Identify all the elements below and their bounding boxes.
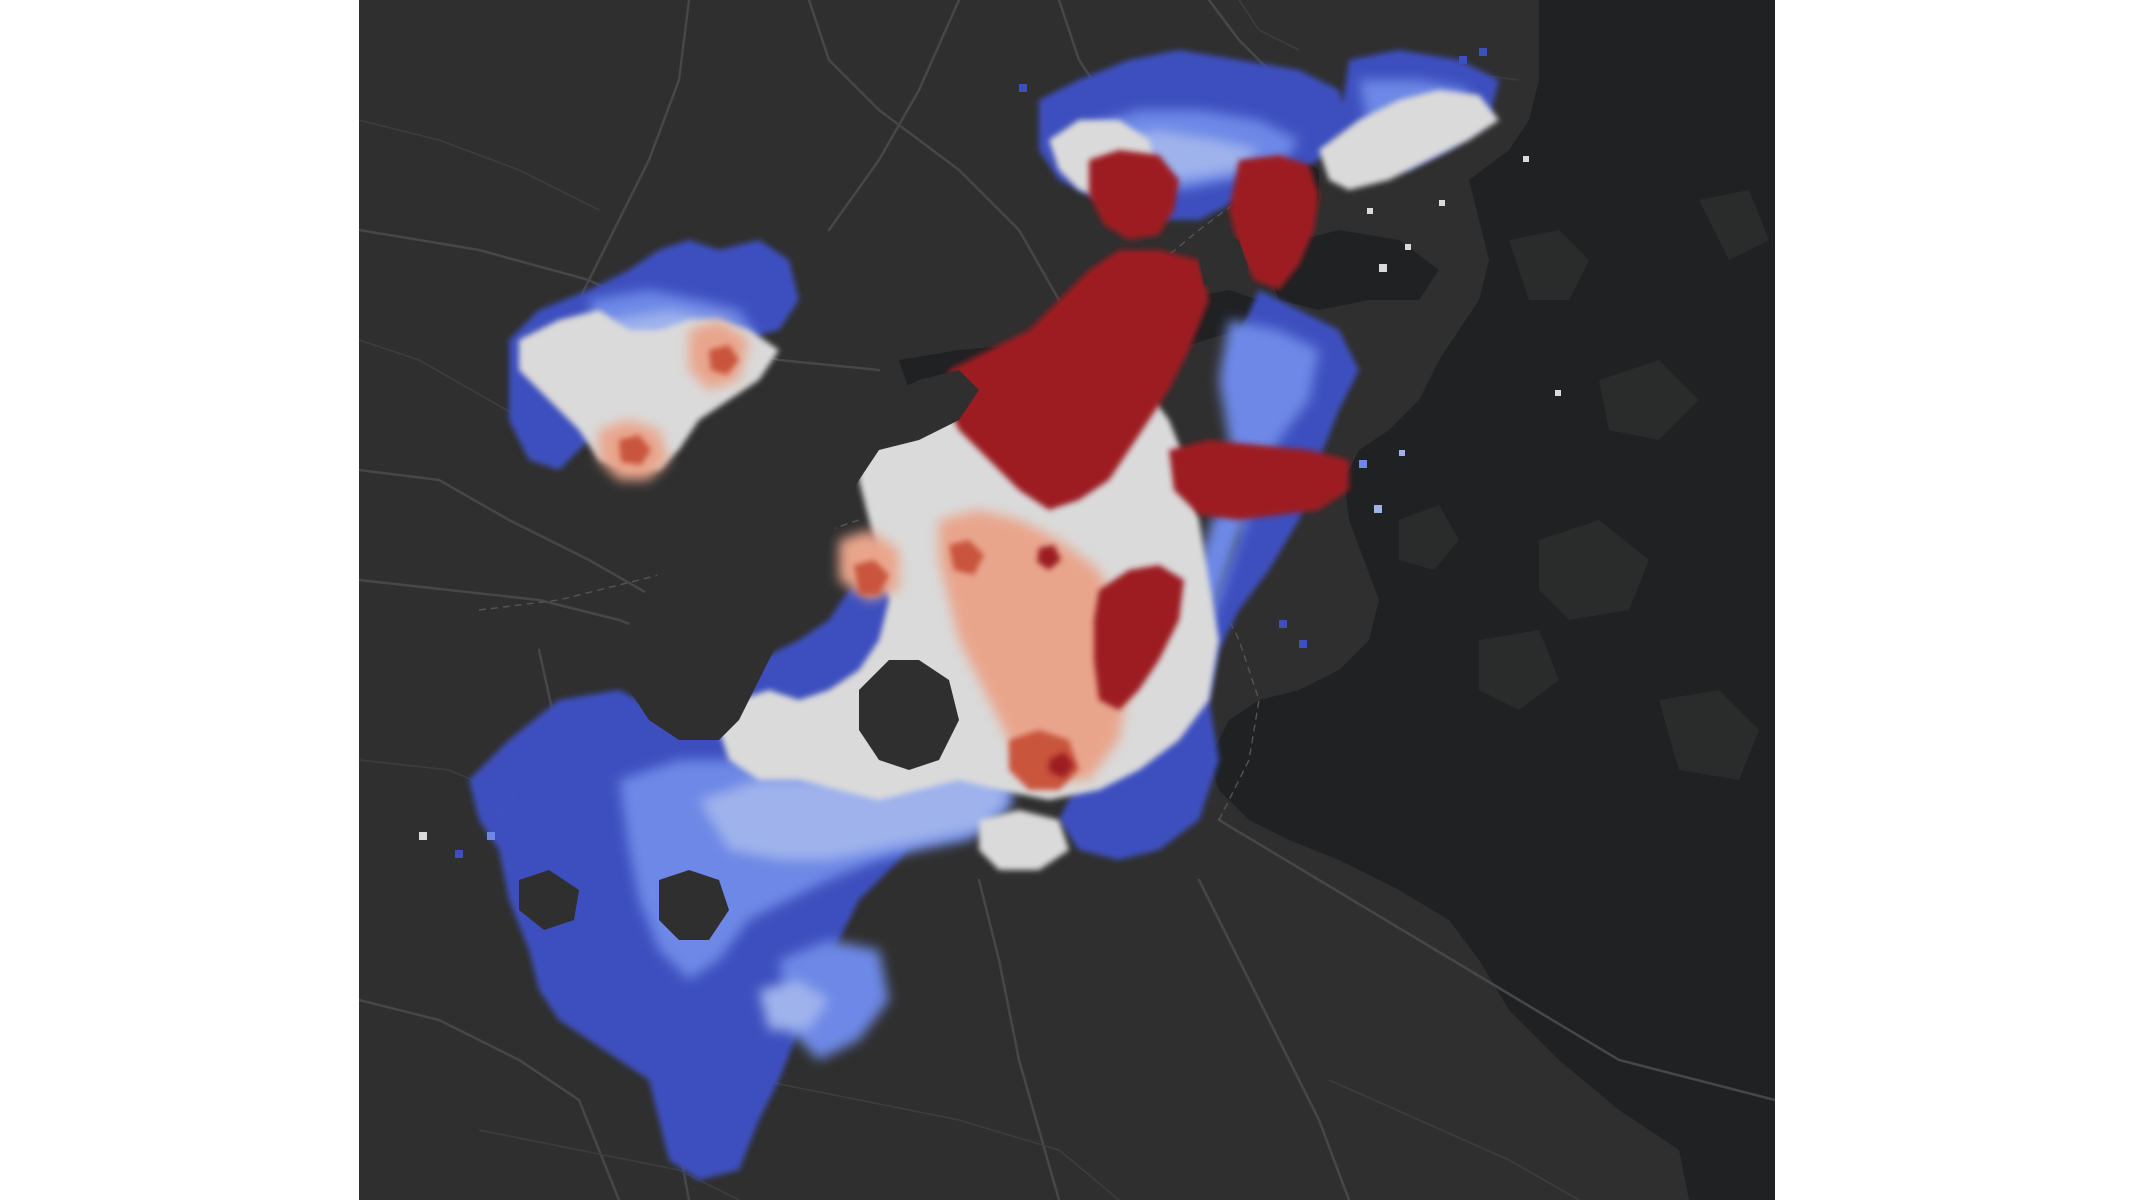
speckle	[487, 832, 495, 840]
very-high-center	[1037, 545, 1061, 570]
high-center-west	[854, 560, 889, 595]
road-19	[1328, 1079, 1580, 1200]
island-c	[1659, 690, 1759, 780]
speckle	[1379, 264, 1387, 272]
road-10	[1217, 818, 1775, 1102]
road-14	[359, 119, 600, 211]
speckle	[1019, 84, 1027, 92]
island-b	[1539, 520, 1649, 620]
gap-south	[659, 870, 729, 940]
speckle	[1374, 505, 1382, 513]
road-3	[567, 0, 691, 322]
speckle	[1523, 156, 1529, 162]
harbor-water	[1209, 0, 1775, 1200]
above-central	[939, 510, 1129, 780]
speckle	[1359, 460, 1367, 468]
road-5	[807, 0, 1061, 302]
road-20	[1238, 0, 1300, 51]
speckle	[1299, 640, 1307, 648]
speckle	[1367, 208, 1373, 214]
road-9	[1197, 878, 1351, 1200]
low-east	[1079, 320, 1319, 760]
speckle	[509, 790, 517, 798]
island-f	[1699, 190, 1769, 260]
speckle	[1459, 56, 1467, 64]
speckle	[455, 850, 463, 858]
very-high-north-a	[1089, 150, 1179, 240]
gap-south-2	[519, 870, 579, 930]
island-a	[1509, 230, 1589, 300]
speckle	[1405, 244, 1411, 250]
high-west-2	[709, 345, 739, 375]
very-high-zone	[944, 150, 1349, 778]
neutral-southwest	[979, 810, 1069, 870]
very-high-north-b	[1229, 155, 1319, 290]
speckle	[1399, 450, 1405, 456]
neutral-northeast	[1319, 90, 1499, 190]
speckle	[1555, 390, 1561, 396]
very-high-east	[1169, 440, 1349, 520]
island-e	[1599, 360, 1699, 440]
rail-line-3	[1018, 199, 1240, 351]
map-viewport[interactable]	[359, 0, 1775, 1200]
road-17	[758, 1079, 1120, 1200]
overlay-gaps	[519, 230, 1249, 940]
gap-central	[619, 370, 979, 740]
high-west	[619, 435, 651, 465]
road-18	[478, 1129, 740, 1200]
speckle	[419, 832, 427, 840]
very-high-south-core	[1049, 752, 1074, 778]
gap-north	[1199, 230, 1249, 290]
speckle	[495, 810, 503, 818]
rail-line-2	[1218, 599, 1260, 821]
heatmap-layer	[419, 48, 1561, 1180]
road-8	[977, 878, 1061, 1200]
island-d	[1399, 505, 1459, 570]
very-high-downtown	[944, 250, 1209, 510]
very-high-south-east	[1094, 565, 1184, 710]
below-southwest	[759, 980, 829, 1030]
high-center	[949, 540, 984, 575]
island-g	[1479, 630, 1559, 710]
road-11	[359, 998, 621, 1200]
road-6	[359, 468, 661, 602]
map-canvas[interactable]	[359, 0, 1775, 1200]
speckle	[1279, 620, 1287, 628]
gap-southeast	[859, 660, 959, 770]
speckle	[1479, 48, 1487, 56]
islands	[1399, 190, 1769, 780]
speckle	[1439, 200, 1445, 206]
